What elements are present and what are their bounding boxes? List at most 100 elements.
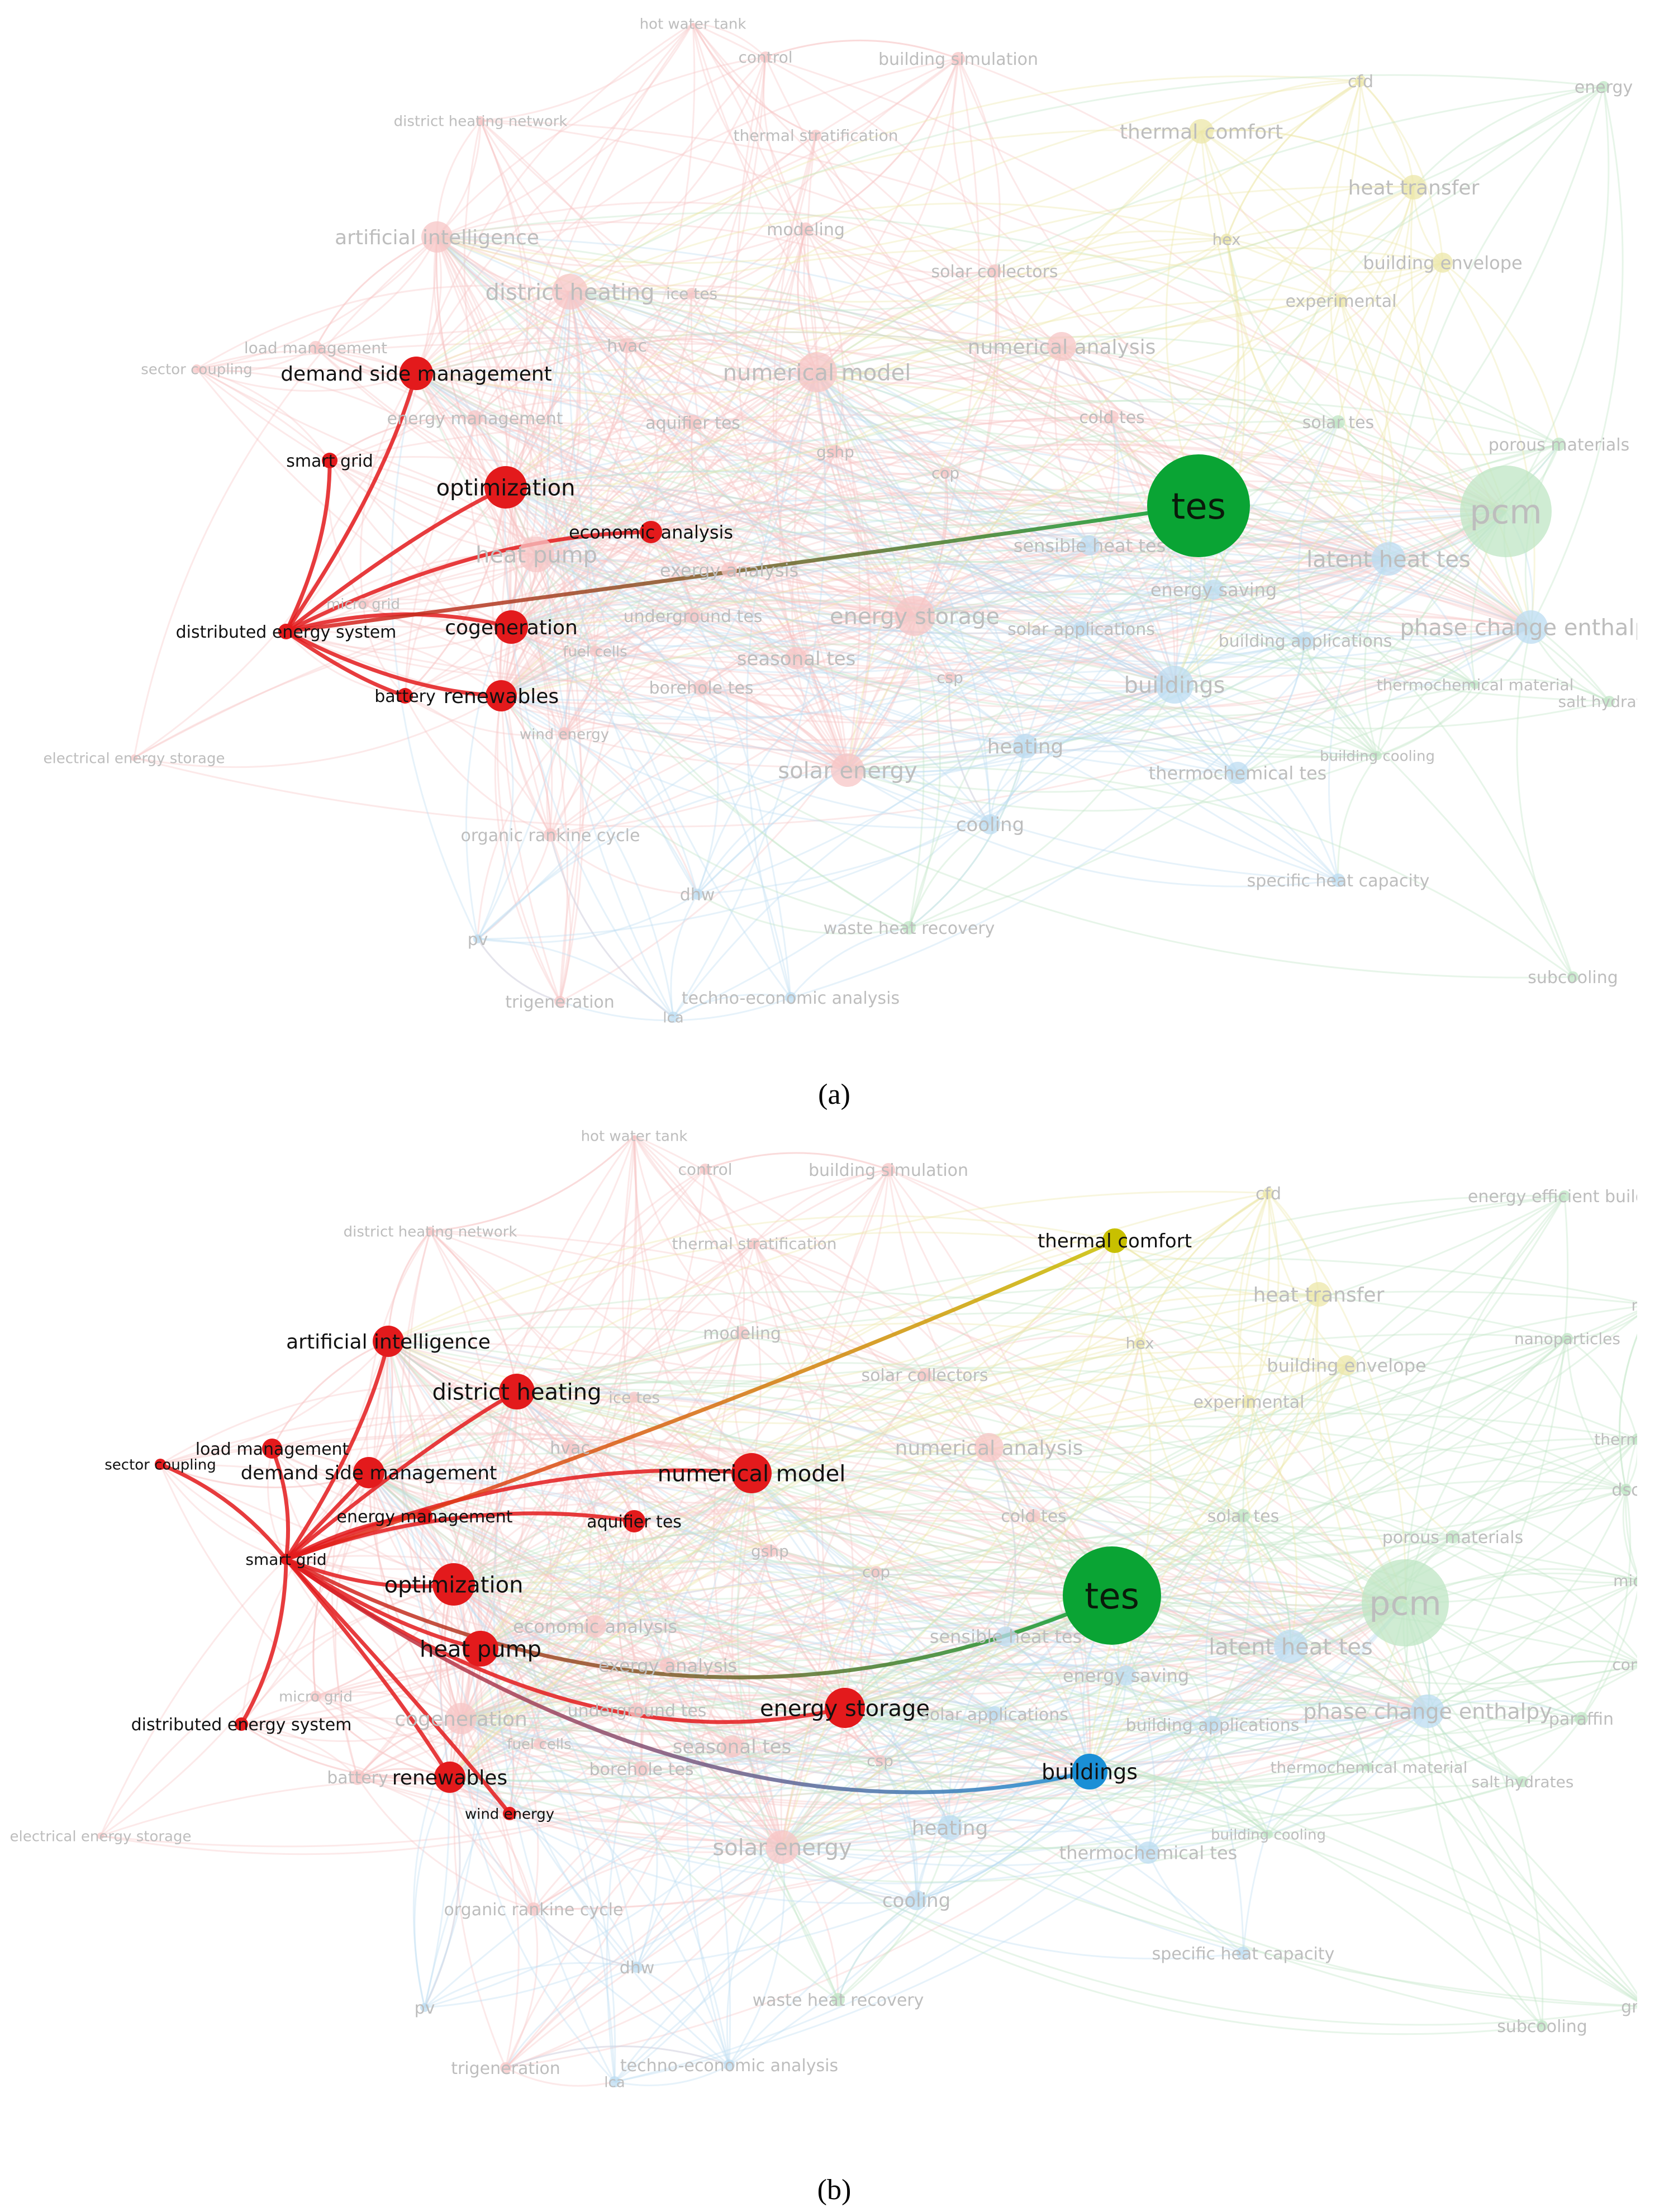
background-edge [368, 1190, 1269, 1474]
node-tes: tes [1063, 1546, 1161, 1645]
background-edge [453, 1374, 925, 1586]
background-edge [765, 39, 959, 60]
background-edge [505, 1602, 1406, 2069]
background-edge [315, 236, 438, 348]
background-edge [479, 120, 1175, 686]
background-edge [626, 344, 1389, 563]
background-edge [914, 605, 1082, 630]
background-edge [286, 553, 537, 633]
background-edge [1201, 80, 1361, 132]
background-edge [550, 611, 1532, 836]
background-edge [460, 1717, 642, 1770]
node-salt-hydrates: salt hydrates [1558, 692, 1637, 711]
background-edge [696, 615, 915, 895]
background-edge [477, 733, 565, 939]
background-edge [816, 372, 871, 771]
background-edge [480, 120, 1506, 512]
background-edge [536, 400, 1339, 556]
background-edge [453, 1560, 1523, 1783]
background-edge [501, 187, 1415, 697]
background-edge [329, 459, 1506, 595]
node-dot-cfd [1355, 75, 1366, 87]
background-edge [838, 1827, 951, 2001]
node-label-specific-heat-capacity: specific heat capacity [1247, 871, 1430, 891]
node-label-solar-applications: solar applications [1007, 620, 1155, 639]
node-dot-underground-tes [629, 1702, 645, 1718]
background-edge [460, 1717, 642, 1770]
background-edge [329, 460, 512, 628]
background-edge [790, 558, 1390, 999]
node-thermal-stratification: thermal stratification [672, 1235, 837, 1253]
background-edge [1404, 1602, 1637, 2001]
background-edge [505, 291, 571, 488]
background-edge [501, 569, 730, 697]
background-edge [1225, 80, 1361, 240]
background-edge [887, 1169, 1291, 1648]
background-edge [516, 1391, 635, 1522]
node-dot-experimental [1242, 1395, 1256, 1408]
background-edge [816, 371, 1476, 686]
background-edge [286, 626, 512, 651]
background-edge [1089, 1439, 1637, 1773]
background-edge [368, 1286, 1568, 1474]
background-edge [315, 236, 438, 349]
background-edge [315, 1695, 1428, 1805]
background-edge [315, 1472, 753, 1697]
background-edge [535, 345, 628, 556]
background-edge [505, 416, 1112, 514]
node-label-specific-heat-capacity: specific heat capacity [1152, 1944, 1335, 1964]
background-edge [368, 1471, 1090, 1773]
background-edge [805, 58, 959, 230]
node-nanoparticles: nanoparticles [1514, 1330, 1620, 1348]
background-edge [505, 80, 1361, 488]
background-edge [914, 615, 1610, 729]
node-label-cogeneration: cogeneration [445, 616, 578, 639]
background-edge [424, 1602, 1406, 2009]
background-edge [626, 344, 1199, 509]
background-edge [460, 1293, 1320, 1720]
background-edge [500, 345, 628, 696]
node-dot-dhw [692, 889, 703, 900]
background-edge [511, 135, 817, 628]
background-edge [368, 1462, 877, 1573]
background-edge [500, 695, 551, 836]
background-edge [1427, 1711, 1637, 2002]
background-edge [508, 1664, 668, 1814]
node-dhw: dhw [680, 885, 715, 905]
node-label-latent-heat-tes: latent heat tes [1209, 1634, 1373, 1660]
background-edge [844, 1707, 1543, 2027]
background-edge [626, 338, 817, 373]
background-edge [1024, 628, 1082, 747]
node-melting: melti [1631, 1296, 1637, 1314]
background-edge [816, 372, 1339, 881]
background-edge [701, 615, 915, 689]
node-label-load-management: load management [244, 339, 387, 357]
node-sector-coupling: sector coupling [141, 361, 253, 378]
background-edge [888, 1169, 1406, 1603]
background-edge [509, 1671, 1428, 1815]
node-district-heating: district heating [486, 274, 655, 310]
node-dot-tes [1063, 1546, 1161, 1645]
node-dot-heat-pump [463, 1631, 498, 1667]
background-edge [329, 419, 1532, 628]
background-edge [988, 1447, 1016, 1637]
background-edge [569, 291, 848, 771]
background-edge [844, 1240, 1116, 1709]
background-edge [539, 1743, 1090, 1809]
background-edge [640, 1473, 753, 1769]
node-hvac: hvac [607, 336, 647, 356]
background-edge [404, 487, 507, 697]
background-edge [449, 1342, 1140, 1778]
background-edge [363, 599, 512, 628]
background-edge [781, 1674, 1126, 1848]
background-edge [692, 22, 767, 58]
background-edge [479, 120, 529, 488]
background-edge [1242, 1515, 1292, 1647]
background-edge [241, 1723, 1090, 1827]
background-edge [453, 1391, 518, 1585]
background-edge [1359, 80, 1444, 263]
background-edge [1148, 1830, 1269, 1854]
background-edge [1025, 510, 1507, 747]
background-edge [816, 300, 1342, 392]
background-edge [505, 238, 1227, 488]
